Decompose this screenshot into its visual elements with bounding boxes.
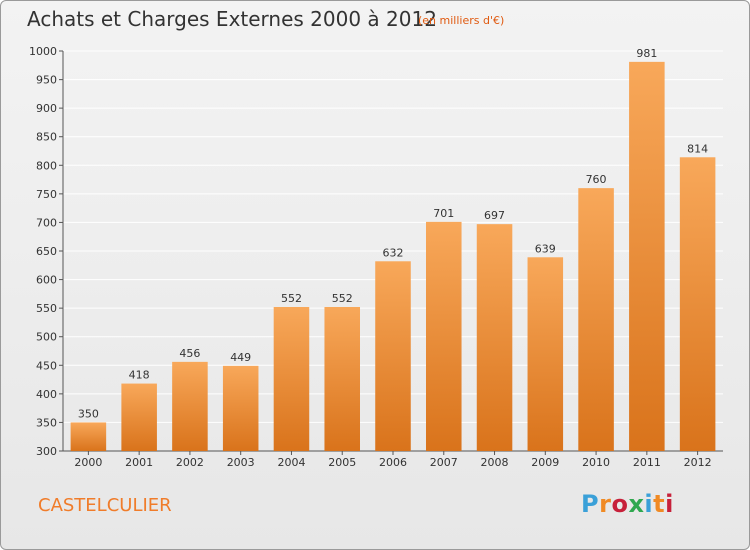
bar <box>476 224 513 451</box>
y-tick-label: 500 <box>36 331 57 344</box>
y-tick-label: 650 <box>36 245 57 258</box>
y-tick-label: 950 <box>36 74 57 87</box>
bar-value-label: 701 <box>433 207 454 220</box>
bar-value-label: 632 <box>383 246 404 259</box>
bar <box>375 261 411 451</box>
bar-value-label: 697 <box>484 209 505 222</box>
chart-title: Achats et Charges Externes 2000 à 2012 <box>27 7 437 31</box>
x-tick-label: 2005 <box>328 456 356 469</box>
brand-letter: P <box>581 490 600 518</box>
x-tick-label: 2009 <box>531 456 559 469</box>
commune-name: CASTELCULIER <box>38 495 172 516</box>
chart-unit: (en milliers d'€) <box>418 14 505 27</box>
bar-value-label: 552 <box>281 292 302 305</box>
bar <box>273 307 310 451</box>
x-tick-label: 2007 <box>430 456 458 469</box>
bar-value-label: 456 <box>179 347 200 360</box>
bar-value-label: 814 <box>687 142 708 155</box>
brand-letter: i <box>644 490 654 518</box>
y-tick-label: 350 <box>36 416 57 429</box>
brand-letter: r <box>599 490 612 518</box>
bar <box>527 257 564 451</box>
labels: 350 418 456 449 552 552 632 701 697 639 760 981 814 <box>78 47 708 421</box>
bar <box>172 361 208 451</box>
x-tick-label: 2000 <box>74 456 102 469</box>
bar-value-label: 552 <box>332 292 353 305</box>
bar-value-label: 639 <box>535 242 556 255</box>
x-tick-label: 2012 <box>684 456 712 469</box>
bar <box>426 221 462 451</box>
bar <box>324 307 360 451</box>
x-tick-label: 2001 <box>125 456 153 469</box>
y-tick-label: 750 <box>36 188 57 201</box>
bar-value-label: 449 <box>230 351 251 364</box>
bar-value-label: 418 <box>129 369 150 382</box>
brand-letter: i <box>665 490 674 518</box>
bar-value-label: 760 <box>586 173 607 186</box>
y-tick-label: 550 <box>36 302 57 315</box>
bar-value-label: 350 <box>78 407 99 420</box>
bar <box>222 365 259 451</box>
bar-value-label: 981 <box>636 47 657 60</box>
y-tick-label: 700 <box>36 216 57 229</box>
brand-letter: o <box>611 490 629 518</box>
y-tick-label: 850 <box>36 131 57 144</box>
brand-letter: x <box>628 490 645 518</box>
y-tick-label: 800 <box>36 159 57 172</box>
bar <box>121 383 157 451</box>
y-tick-label: 900 <box>36 102 57 115</box>
x-tick-label: 2010 <box>582 456 610 469</box>
bar <box>629 61 665 451</box>
x-tick-label: 2003 <box>227 456 255 469</box>
bar <box>70 422 107 451</box>
y-tick-label: 400 <box>36 388 57 401</box>
x-tick-label: 2008 <box>481 456 509 469</box>
y-tick-label: 1000 <box>29 45 57 58</box>
y-tick-label: 300 <box>36 445 57 458</box>
x-tick-label: 2004 <box>277 456 305 469</box>
proxiti-logo[interactable]: Proxiti <box>581 490 674 518</box>
x-tick-label: 2006 <box>379 456 407 469</box>
bars <box>70 61 716 452</box>
x-tick-label: 2011 <box>633 456 661 469</box>
y-tick-label: 600 <box>36 274 57 287</box>
bar <box>578 188 614 451</box>
y-tick-label: 450 <box>36 359 57 372</box>
x-tick-label: 2002 <box>176 456 204 469</box>
bar <box>679 157 716 452</box>
brand-letter: t <box>653 490 666 518</box>
